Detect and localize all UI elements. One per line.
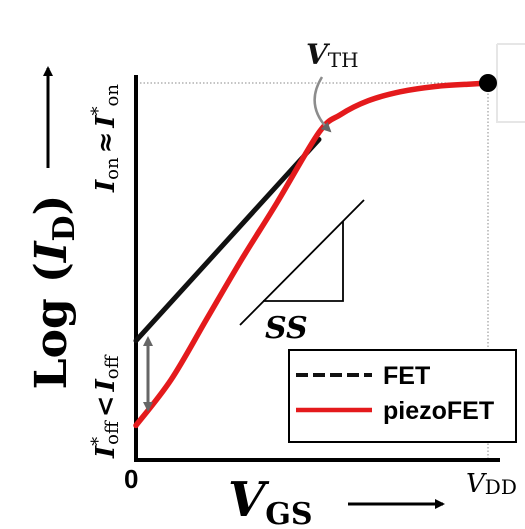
ioff-var: I <box>91 445 121 459</box>
ion-sub: on <box>102 157 123 180</box>
ion-star-var: I <box>91 115 121 129</box>
legend: FET piezoFET <box>288 349 517 443</box>
vdd-sub: DD <box>485 475 517 499</box>
x-tick-vdd: VDD <box>466 469 517 499</box>
ioff-op: < <box>91 395 121 417</box>
ioff-annotation: I*off<Ioff <box>88 354 123 459</box>
ioff-var2: I <box>91 378 121 392</box>
y-axis-label-prefix: Log ( <box>26 262 77 389</box>
vdd-var: V <box>466 469 487 499</box>
x-axis-label-var: V <box>228 472 270 528</box>
series-line-fet <box>133 137 322 344</box>
ss-slope-line <box>239 199 365 326</box>
x-tick-zero: 0 <box>124 464 138 494</box>
vth-arrow <box>313 76 332 133</box>
ion-op: ≈ <box>91 132 121 154</box>
window-edge <box>496 43 525 123</box>
y-axis-label-suffix: ) <box>26 195 77 216</box>
ion-annotation: Ion≈I*on <box>88 84 123 193</box>
ioff-sub2: off <box>102 354 123 379</box>
legend-box <box>288 349 517 443</box>
vth-sub: TH <box>328 48 359 72</box>
y-axis-label-var: I <box>26 240 77 264</box>
vth-var: V <box>306 38 331 71</box>
ioff-sup: * <box>88 437 109 446</box>
vth-label: VTH <box>306 38 359 72</box>
ion-star-sub: on <box>102 84 123 107</box>
x-axis-label-sub: GS <box>265 497 312 529</box>
ion-star-sup: * <box>88 106 109 115</box>
ioff-sub: off <box>102 420 123 445</box>
legend-label-fet: FET <box>383 362 430 390</box>
vdd-end-point <box>479 74 497 92</box>
legend-label-piezofet: piezoFET <box>383 397 494 425</box>
x-axis-label: VGS <box>228 472 313 529</box>
ss-label: SS <box>265 311 308 346</box>
ion-var: I <box>91 179 121 193</box>
y-axis-label-sub: D <box>47 216 82 242</box>
y-axis-label: Log (ID) <box>26 195 82 390</box>
ss-triangle <box>263 221 344 302</box>
